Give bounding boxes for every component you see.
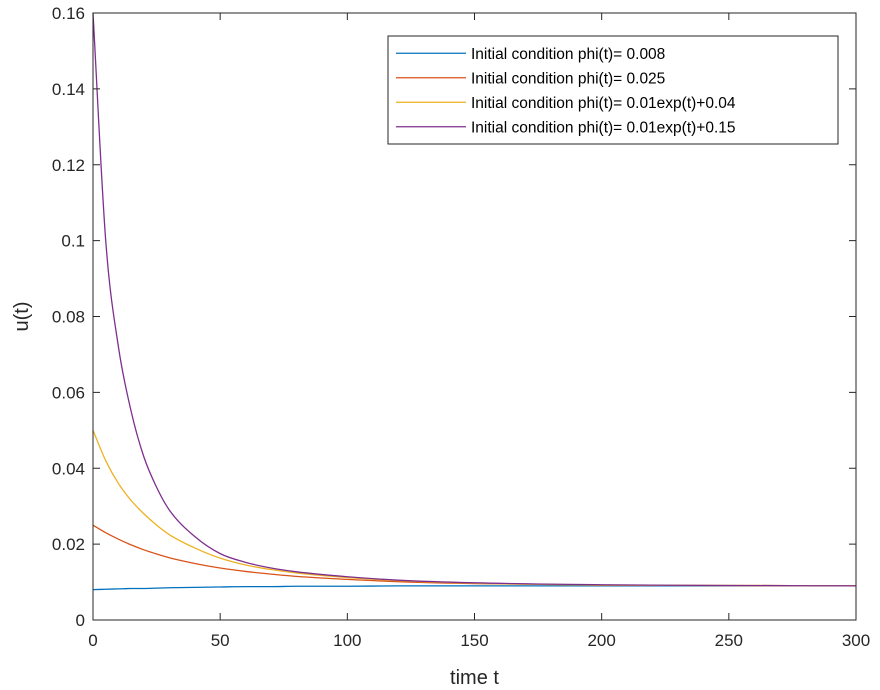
y-tick-label: 0.08 [52, 308, 85, 327]
legend-box [387, 35, 839, 145]
x-axis-label: time t [450, 667, 499, 689]
legend-entry-3: Initial condition phi(t)= 0.01exp(t)+0.0… [471, 95, 736, 112]
x-tick-label: 0 [88, 631, 97, 650]
y-tick-label: 0.12 [52, 156, 85, 175]
series-layer [92, 12, 857, 591]
legend-entry-2: Initial condition phi(t)= 0.025 [471, 70, 665, 87]
legend: Initial condition phi(t)= 0.008 Initial c… [387, 35, 839, 145]
legend-entry-4: Initial condition phi(t)= 0.01exp(t)+0.1… [471, 119, 736, 136]
ticks-layer: 0 50 100 150 200 250 300 0 0.02 0.04 0.06 0.08 0.1 0.… [52, 4, 870, 650]
y-tick-label: 0.02 [52, 535, 85, 554]
legend-entry-1: Initial condition phi(t)= 0.008 [471, 46, 665, 63]
y-tick-label: 0 [76, 611, 85, 630]
y-tick-label: 0.14 [52, 80, 85, 99]
y-tick-label: 0.06 [52, 383, 85, 402]
x-tick-label: 150 [460, 631, 488, 650]
x-tick-label: 300 [842, 631, 870, 650]
x-tick-label: 250 [715, 631, 743, 650]
y-tick-label: 0.16 [52, 4, 85, 23]
x-tick-label: 50 [211, 631, 230, 650]
series-line-4 [92, 12, 857, 587]
y-axis-label: u(t) [11, 302, 33, 332]
x-tick-label: 200 [587, 631, 615, 650]
x-tick-label: 100 [333, 631, 361, 650]
series-line-1 [92, 585, 856, 591]
y-tick-label: 0.04 [52, 459, 85, 478]
y-tick-label: 0.1 [61, 232, 85, 251]
